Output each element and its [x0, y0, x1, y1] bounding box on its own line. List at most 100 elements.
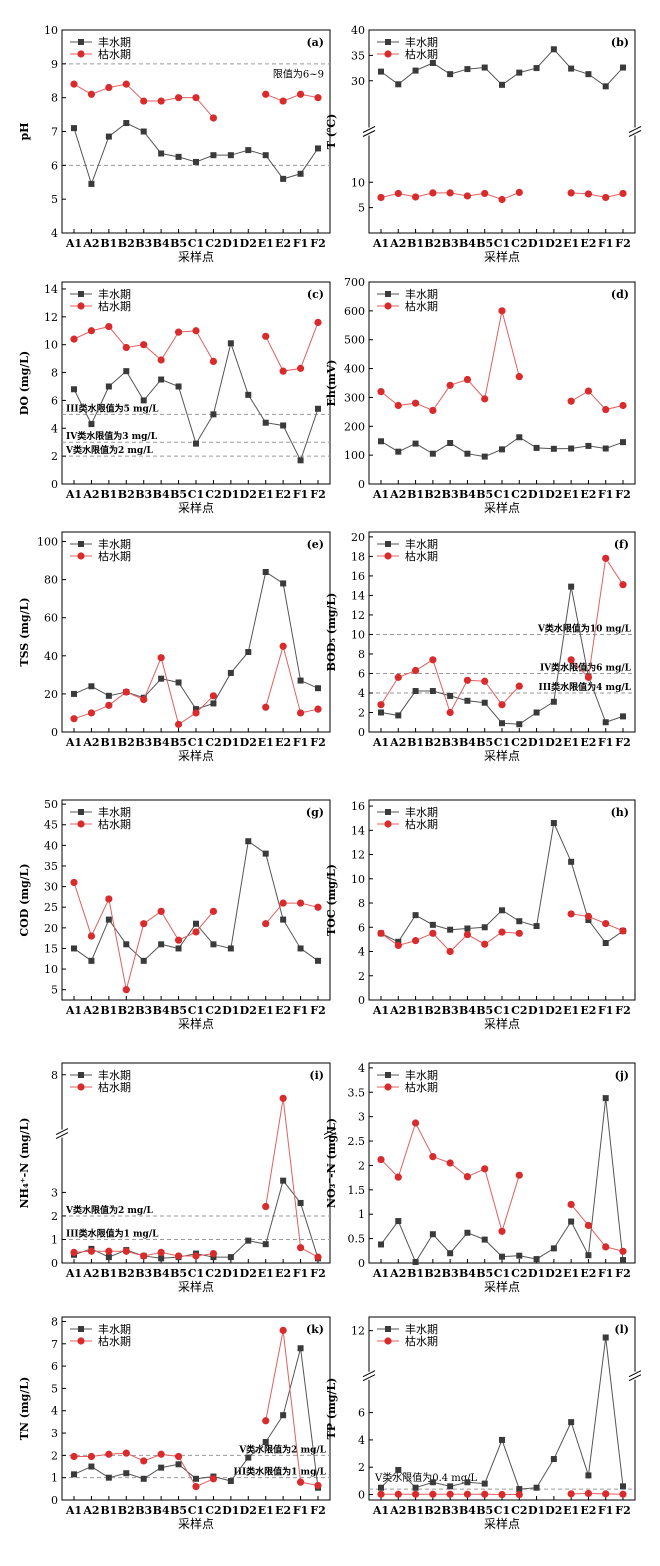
data-point [105, 1450, 113, 1458]
legend-label: 枯水期 [98, 549, 131, 563]
y-tick-label: 1 [51, 1233, 58, 1246]
y-tick-label: 0 [358, 994, 365, 1007]
x-tick-label: B2 [118, 1267, 135, 1280]
legend-label: 丰水期 [405, 806, 438, 819]
data-point [585, 1472, 592, 1479]
x-axis-title: 采样点 [484, 249, 520, 264]
data-point [602, 1243, 610, 1251]
x-tick-label: F2 [310, 488, 325, 501]
y-tick-label: 0 [51, 1257, 58, 1270]
axis-break-gap [325, 1129, 335, 1138]
data-point [602, 940, 609, 947]
y-tick-label: 1.5 [348, 1184, 366, 1197]
data-point [429, 921, 436, 928]
data-point [585, 442, 592, 449]
y-tick-label: 7 [51, 126, 58, 139]
data-point [584, 912, 593, 920]
x-tick-label: D1 [528, 1504, 545, 1517]
x-tick-label: A1 [372, 488, 389, 501]
x-tick-label: E2 [275, 1504, 291, 1517]
data-point [619, 401, 627, 410]
y-tick-label: 3 [358, 1111, 365, 1124]
x-tick-label: F2 [615, 488, 630, 501]
panel-label: (f) [614, 538, 629, 551]
x-tick-label: D1 [528, 1267, 545, 1280]
y-tick-label: 700 [344, 276, 365, 289]
data-point [516, 1252, 523, 1259]
legend-marker [77, 302, 85, 310]
y-tick-label: 4 [358, 946, 365, 959]
x-tick-label: F1 [598, 1004, 613, 1017]
data-point [446, 1159, 454, 1167]
data-point [175, 945, 182, 952]
data-point [533, 65, 540, 72]
data-point [174, 328, 183, 336]
data-point [446, 1490, 454, 1498]
x-tick-label: C2 [205, 237, 221, 250]
y-tick-label: 500 [344, 334, 365, 347]
y-tick-label: 6 [51, 159, 58, 172]
x-tick-label: F1 [293, 736, 308, 749]
x-tick-label: A2 [82, 1267, 99, 1280]
data-point [87, 1247, 96, 1255]
legend-label: 丰水期 [98, 288, 131, 301]
panel-label: (d) [611, 288, 629, 301]
data-point [429, 1479, 436, 1486]
y-tick-label: 2 [51, 1210, 58, 1223]
data-point [395, 938, 402, 945]
data-point [193, 920, 199, 927]
data-point [279, 1326, 287, 1334]
x-tick-label: D1 [528, 1004, 545, 1017]
x-tick-label: B4 [459, 488, 476, 501]
data-point [446, 189, 454, 197]
data-point [567, 189, 575, 197]
data-point [175, 679, 182, 686]
y-tick-label: 0 [358, 726, 365, 739]
y-tick-label: 10 [44, 339, 58, 352]
legend-label: 枯水期 [405, 299, 438, 313]
data-point [88, 683, 95, 690]
data-point [481, 1490, 489, 1498]
panel-label: (b) [611, 36, 629, 49]
data-point [158, 941, 165, 948]
data-point [568, 858, 575, 865]
legend-label: 丰水期 [98, 36, 131, 49]
x-tick-label: E2 [275, 237, 291, 250]
data-point [296, 1478, 305, 1486]
x-tick-label: F1 [293, 1504, 308, 1517]
data-point [227, 945, 234, 952]
x-tick-label: F2 [615, 1504, 630, 1517]
data-point [447, 1483, 454, 1490]
y-axis-title: BOD₅ (mg/L) [325, 593, 338, 672]
data-point [377, 701, 385, 709]
x-tick-label: E2 [275, 488, 291, 501]
x-tick-label: B3 [442, 1004, 459, 1017]
data-point [533, 444, 540, 451]
x-tick-label: F1 [598, 736, 613, 749]
y-tick-label: 7 [51, 1338, 58, 1351]
data-point [463, 375, 472, 384]
x-tick-label: D2 [240, 237, 257, 250]
x-tick-label: E1 [258, 1267, 274, 1280]
y-tick-label: 2 [358, 970, 365, 983]
data-point [394, 673, 402, 681]
panel-label: (j) [615, 1069, 629, 1082]
series-line [265, 93, 319, 102]
data-point [280, 422, 287, 429]
legend-label: 丰水期 [405, 1069, 438, 1082]
data-point [584, 1221, 593, 1230]
y-tick-label: 10 [351, 176, 365, 189]
x-tick-label: B2 [424, 1267, 441, 1280]
x-tick-label: C2 [511, 237, 527, 250]
y-tick-label: 25 [44, 901, 58, 914]
data-point [87, 90, 96, 98]
legend-label: 枯水期 [405, 1334, 438, 1348]
data-point [585, 917, 592, 923]
data-point [602, 719, 609, 726]
data-point [71, 386, 77, 393]
data-point [174, 1252, 183, 1260]
legend-marker [78, 809, 84, 815]
data-point [377, 193, 385, 202]
panel-label: (e) [307, 538, 324, 551]
